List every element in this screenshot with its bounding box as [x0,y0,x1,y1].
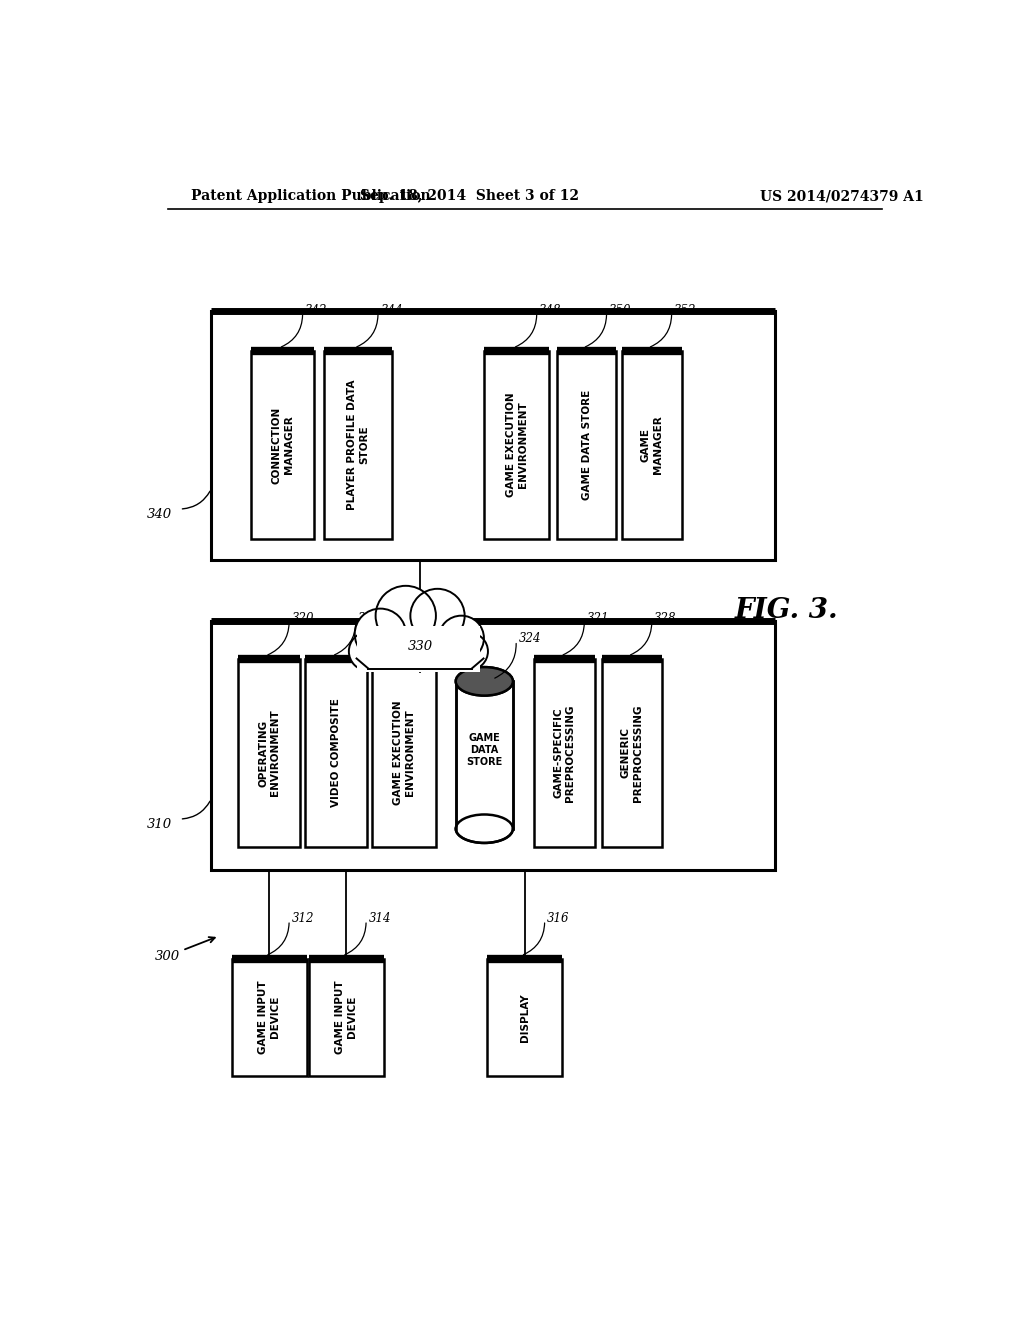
Text: 348: 348 [539,304,561,317]
Text: 320: 320 [292,612,314,624]
Text: Sep. 18, 2014  Sheet 3 of 12: Sep. 18, 2014 Sheet 3 of 12 [359,189,579,203]
Text: 344: 344 [380,304,402,317]
Text: US 2014/0274379 A1: US 2014/0274379 A1 [761,189,924,203]
Ellipse shape [456,814,513,843]
Text: GAME-SPECIFIC
PREPROCESSING: GAME-SPECIFIC PREPROCESSING [554,705,575,801]
Ellipse shape [456,667,513,696]
Text: 310: 310 [146,817,172,830]
Bar [487,958,562,1076]
Text: 312: 312 [292,912,314,924]
Text: GAME DATA STORE: GAME DATA STORE [582,389,592,500]
Ellipse shape [376,586,436,645]
Ellipse shape [411,589,465,643]
Text: GENERIC
PREPROCESSING: GENERIC PREPROCESSING [621,705,643,801]
Text: GAME
MANAGER: GAME MANAGER [641,416,663,474]
Text: FIG. 3.: FIG. 3. [735,597,839,624]
Bar [239,659,300,847]
Text: 314: 314 [369,912,391,924]
Bar [622,351,682,539]
Bar [211,312,775,560]
Bar [325,351,392,539]
Text: OPERATING
ENVIRONMENT: OPERATING ENVIRONMENT [258,710,281,796]
Ellipse shape [438,615,484,660]
Text: VIDEO COMPOSITE: VIDEO COMPOSITE [331,698,341,808]
Ellipse shape [354,609,406,660]
Text: CONNECTION
MANAGER: CONNECTION MANAGER [271,407,294,483]
Text: 330: 330 [408,640,432,653]
Text: GAME INPUT
DEVICE: GAME INPUT DEVICE [258,981,281,1055]
Bar [356,626,479,672]
Text: Patent Application Publication: Patent Application Publication [191,189,431,203]
Text: 340: 340 [146,508,172,520]
Bar [231,958,307,1076]
Text: 326: 326 [358,612,381,624]
Text: GAME EXECUTION
ENVIRONMENT: GAME EXECUTION ENVIRONMENT [393,701,415,805]
Text: 328: 328 [654,612,677,624]
Text: PLAYER PROFILE DATA
STORE: PLAYER PROFILE DATA STORE [347,380,369,511]
Text: GAME EXECUTION
ENVIRONMENT: GAME EXECUTION ENVIRONMENT [506,393,527,498]
Bar [373,659,436,847]
Text: GAME
DATA
STORE: GAME DATA STORE [466,734,503,767]
Text: 316: 316 [547,912,569,924]
Text: 322: 322 [426,612,449,624]
Text: 300: 300 [155,937,215,962]
Bar [211,620,775,870]
Text: 342: 342 [305,304,328,317]
Text: 350: 350 [609,304,632,317]
Ellipse shape [349,632,388,671]
Text: GAME INPUT
DEVICE: GAME INPUT DEVICE [335,981,357,1055]
Ellipse shape [456,667,513,696]
Bar [602,659,662,847]
Text: DISPLAY: DISPLAY [520,993,529,1041]
Bar [308,958,384,1076]
Text: 321: 321 [587,612,609,624]
Text: 352: 352 [674,304,696,317]
Text: 324: 324 [518,632,541,645]
Bar [534,659,595,847]
Bar [251,351,314,539]
Ellipse shape [451,632,488,671]
Bar [484,351,550,539]
Bar [456,681,513,829]
Bar [305,659,367,847]
Bar [557,351,616,539]
